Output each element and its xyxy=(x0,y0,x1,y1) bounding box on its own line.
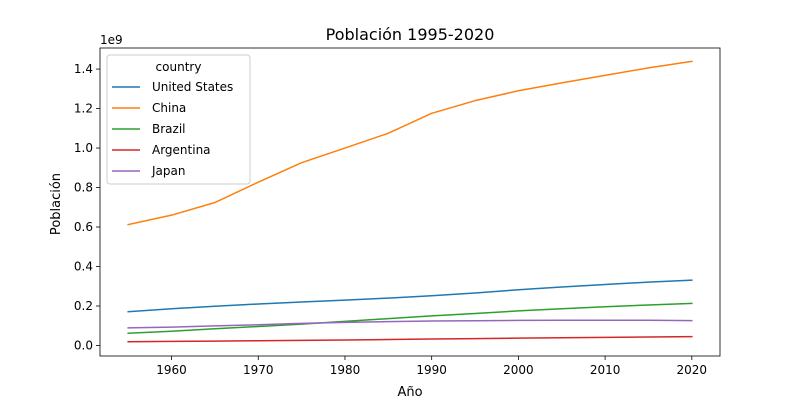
series-line-brazil xyxy=(127,302,693,335)
x-axis-label: Año xyxy=(397,385,422,400)
y-tick-label: 0.2 xyxy=(74,299,93,313)
legend-title: country xyxy=(156,60,202,74)
x-tick-label: 1990 xyxy=(416,363,447,377)
series-line-japan xyxy=(127,319,693,329)
legend-label-japan: Japan xyxy=(151,164,185,178)
y-tick-label: 1.4 xyxy=(74,62,93,76)
series-layer xyxy=(127,60,693,343)
y-tick-label: 0.8 xyxy=(74,181,93,195)
x-tick-label: 2020 xyxy=(677,363,708,377)
legend-label-china: China xyxy=(152,101,186,115)
legend-label-argentina: Argentina xyxy=(152,143,211,157)
y-axis-label: Población xyxy=(49,173,64,235)
y-tick-label: 1.2 xyxy=(74,102,93,116)
legend-label-united-states: United States xyxy=(152,80,233,94)
series-line-united-states xyxy=(127,279,693,313)
plot-frame xyxy=(99,47,721,357)
legend-box xyxy=(106,54,251,185)
x-tick-label: 1980 xyxy=(330,363,361,377)
x-tick-label: 1960 xyxy=(156,363,187,377)
y-axis-offset-label: 1e9 xyxy=(100,33,123,47)
axes-layer: 1960 1970 1980 1990 2000 2010 2020 0.0 0.2 0.4 0.6… xyxy=(74,47,721,377)
y-tick-label: 0.6 xyxy=(74,220,93,234)
series-line-argentina xyxy=(127,335,693,343)
x-tick-label: 2000 xyxy=(503,363,534,377)
x-tick-label: 1970 xyxy=(243,363,274,377)
x-tick-label: 2010 xyxy=(590,363,621,377)
chart-title: Población 1995-2020 xyxy=(326,25,495,44)
series-line-china xyxy=(127,60,693,226)
y-tick-label: 0.4 xyxy=(74,260,93,274)
legend: country United States China Brazil Argentina… xyxy=(106,54,251,185)
y-tick-label: 1.0 xyxy=(74,141,93,155)
y-tick-label: 0.0 xyxy=(74,338,93,352)
legend-label-brazil: Brazil xyxy=(152,122,186,136)
